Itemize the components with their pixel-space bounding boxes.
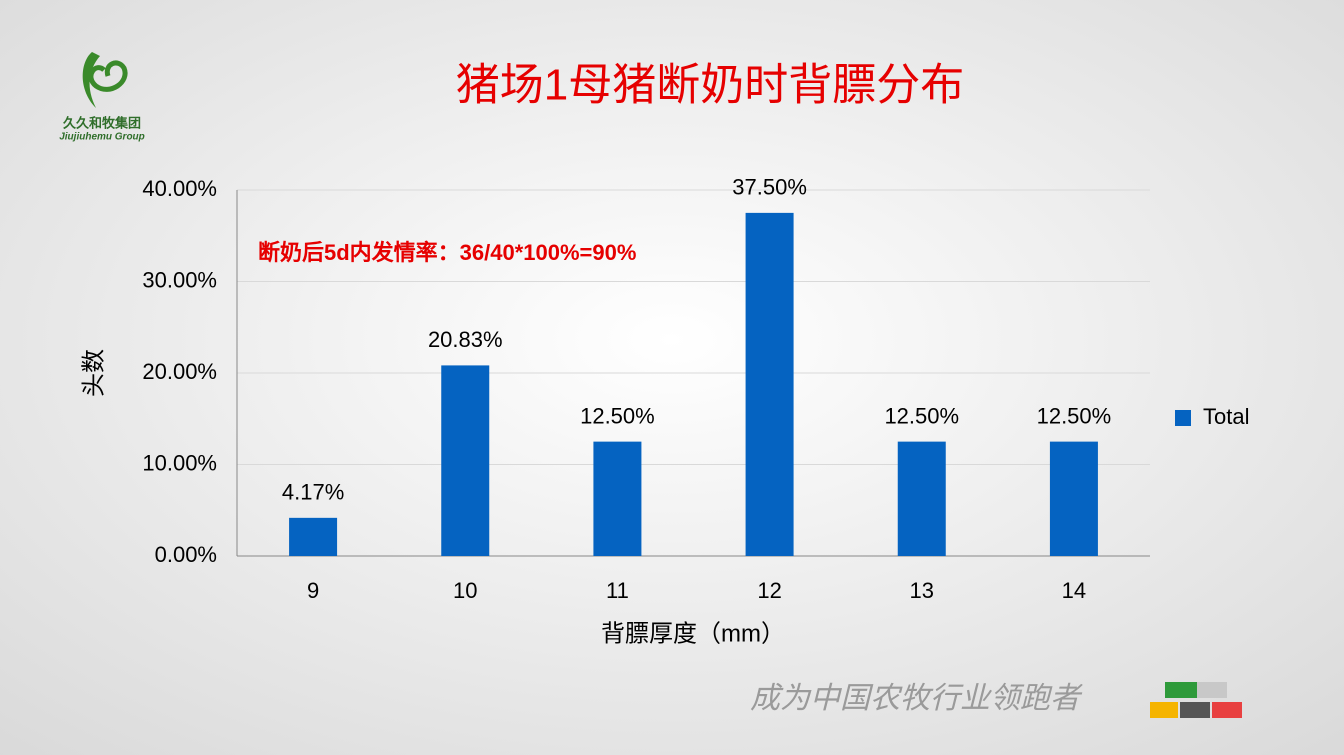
logo-subtitle: Jiujiuhemu Group [59, 132, 145, 143]
block [1197, 682, 1227, 698]
y-axis-label: 头数 [80, 349, 107, 397]
x-tick-label: 12 [757, 578, 781, 603]
value-label: 37.50% [732, 175, 807, 200]
x-tick-label: 13 [910, 578, 934, 603]
x-tick-label: 9 [307, 578, 319, 603]
y-tick-label: 40.00% [142, 176, 217, 201]
y-tick-label: 10.00% [142, 450, 217, 475]
value-label: 20.83% [428, 327, 503, 352]
value-label: 4.17% [282, 480, 344, 505]
slogan: 成为中国农牧行业领跑者 [750, 681, 1083, 716]
color-blocks [1150, 682, 1242, 718]
x-tick-label: 14 [1062, 578, 1086, 603]
logo-leaf [82, 52, 100, 108]
chart-title: 猪场1母猪断奶时背膘分布 [456, 61, 964, 110]
y-tick-label: 30.00% [142, 267, 217, 292]
x-axis-label: 背膘厚度（mm） [601, 620, 785, 647]
bar [745, 212, 794, 556]
block [1165, 682, 1197, 698]
logo: 久久和牧集团 Jiujiuhemu Group [59, 52, 145, 143]
y-tick-label: 20.00% [142, 359, 217, 384]
y-tick-label: 0.00% [155, 542, 217, 567]
block [1180, 702, 1210, 718]
x-tick-label: 11 [606, 578, 629, 603]
logo-swirl [88, 60, 128, 92]
x-tick-label: 10 [453, 578, 477, 603]
legend-label: Total [1203, 404, 1249, 429]
bar [593, 441, 642, 556]
bar [1049, 441, 1098, 556]
annotation: 断奶后5d内发情率：36/40*100%=90% [258, 240, 636, 265]
block [1212, 702, 1242, 718]
logo-name: 久久和牧集团 [63, 115, 141, 130]
bar [289, 517, 338, 556]
value-label: 12.50% [1037, 403, 1112, 428]
legend-swatch [1175, 410, 1191, 426]
value-label: 12.50% [580, 403, 655, 428]
value-label: 12.50% [884, 403, 959, 428]
block [1150, 702, 1178, 718]
bar [441, 365, 490, 556]
bar [897, 441, 946, 556]
